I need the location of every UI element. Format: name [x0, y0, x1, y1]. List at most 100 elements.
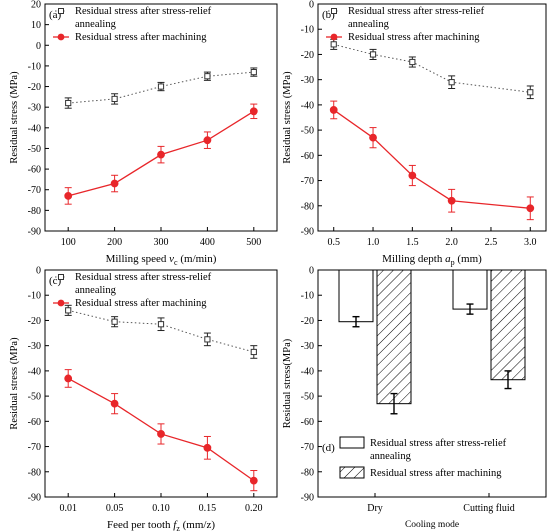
legend-entry-label: Residual stress after machining — [348, 32, 480, 43]
x-label-text: Milling speed — [106, 253, 170, 265]
y-tick-label: -10 — [301, 25, 314, 36]
data-point — [64, 192, 73, 200]
data-point — [527, 89, 534, 96]
plot-frame — [317, 3, 547, 232]
y-tick-label: -20 — [28, 82, 41, 93]
x-label-unit: (mm) — [455, 253, 483, 265]
y-tick-label: -40 — [301, 366, 314, 377]
x-tick-label: Cutting fluid — [463, 503, 514, 514]
y-tick-label: -60 — [28, 417, 41, 428]
y-tick-label: -80 — [28, 206, 41, 217]
x-axis-label: Milling speed vc (m/min) — [106, 253, 217, 267]
data-point — [409, 58, 416, 66]
series-line — [333, 109, 531, 209]
x-tick-label: 200 — [107, 237, 122, 248]
data-point — [369, 51, 377, 58]
series-annealing — [64, 67, 258, 109]
data-point — [64, 374, 73, 383]
bar-annealing — [452, 269, 488, 310]
x-label-symbol: a — [445, 253, 451, 265]
x-label-subscript: c — [174, 258, 178, 267]
bar-machining — [490, 269, 526, 381]
y-tick-label: -80 — [28, 467, 41, 478]
legend-entry-label: Residual stress after machining — [370, 468, 502, 479]
data-point — [249, 107, 258, 116]
legend: Residual stress after stress-relief annea… — [326, 6, 485, 43]
panel-b: 0 -10 -20 -30 -40 -50 -60 -70 -80 -90 0.5 1.0 1.5 2.0… — [282, 0, 547, 267]
x-tick-label: 0.05 — [106, 503, 124, 514]
y-tick-label: -40 — [28, 123, 41, 134]
x-tick-label: 0.20 — [245, 503, 263, 514]
legend-entry-label: Residual stress after machining — [75, 32, 207, 43]
data-point — [204, 73, 211, 80]
legend-entry-label: annealing — [348, 19, 390, 30]
x-label-symbol: f — [173, 519, 178, 531]
x-label-symbol: v — [169, 253, 174, 265]
y-tick-label: -70 — [301, 442, 314, 453]
legend-swatch-marker — [58, 274, 64, 280]
data-point — [157, 150, 165, 159]
y-tick-label: -30 — [28, 103, 41, 114]
y-tick-label: 10 — [31, 20, 41, 31]
y-tick-label: -20 — [301, 50, 314, 61]
y-tick-label: -20 — [28, 316, 41, 327]
y-tick-label: 0 — [309, 0, 314, 11]
x-tick-label: 100 — [61, 237, 76, 248]
y-tick-label: -90 — [301, 493, 314, 504]
data-point — [110, 179, 119, 188]
x-tick-label: 0.5 — [327, 237, 340, 248]
panel-label: (d) — [322, 442, 335, 454]
data-point — [369, 133, 377, 142]
y-axis-label: Residual stress (MPa) — [9, 337, 20, 430]
series-annealing — [330, 38, 534, 100]
y-tick-label: 0 — [36, 266, 41, 277]
panel-d: 0 -10 -20 -30 -40 -50 -60 -70 -80 -90 Dry Cutting f… — [282, 266, 547, 530]
legend-entry-label: Residual stress after machining — [75, 298, 207, 309]
y-axis-label: Residual stress (MPa) — [9, 71, 20, 164]
legend-entry-label: Residual stress after stress-relief — [370, 438, 507, 449]
legend-swatch-marker — [330, 33, 338, 41]
y-tick-label: -90 — [28, 227, 41, 238]
y-tick-label: -20 — [301, 316, 314, 327]
legend: Residual stress after stress-relief annea… — [339, 436, 507, 479]
x-axis-label: Feed per tooth fz (mm/z) — [107, 519, 215, 532]
x-label-text: Milling depth — [382, 253, 445, 265]
x-label-subscript: p — [451, 258, 455, 267]
data-point — [249, 476, 258, 485]
y-tick-label: 20 — [31, 0, 41, 11]
y-tick-label: -50 — [28, 144, 41, 155]
data-point — [329, 106, 338, 114]
y-tick-label: 0 — [309, 266, 314, 277]
legend-swatch-marker — [58, 8, 64, 14]
data-point — [203, 443, 212, 452]
y-tick-label: -30 — [301, 341, 314, 352]
y-tick-label: -70 — [28, 185, 41, 196]
data-point — [526, 204, 535, 213]
panel-c: 0 -10 -20 -30 -40 -50 -60 -70 -80 -90 0.01 0.05 0.10… — [9, 266, 278, 532]
y-tick-label: -90 — [28, 493, 41, 504]
x-label-text: Feed per tooth — [107, 519, 173, 531]
x-tick-label: 400 — [200, 237, 215, 248]
legend-swatch-marker — [57, 299, 65, 307]
x-label-subscript: z — [176, 524, 180, 532]
legend-entry-label: annealing — [75, 19, 117, 30]
series-line — [68, 309, 254, 353]
legend-swatch-marker — [331, 8, 337, 14]
y-tick-label: -90 — [301, 227, 314, 238]
x-axis-label: Milling depth ap (mm) — [382, 253, 482, 267]
data-point — [111, 95, 118, 103]
data-point — [157, 83, 165, 90]
y-tick-label: -30 — [301, 75, 314, 86]
y-tick-label: -60 — [28, 165, 41, 176]
x-tick-label: Dry — [367, 503, 383, 514]
y-tick-label: -40 — [28, 366, 41, 377]
data-point — [110, 399, 119, 408]
legend-swatch-marker — [57, 33, 65, 41]
x-tick-label: 2.5 — [485, 237, 498, 248]
y-tick-label: -60 — [301, 417, 314, 428]
legend: Residual stress after stress-relief annea… — [53, 6, 212, 43]
plot-frame — [317, 269, 547, 498]
bar-annealing — [338, 269, 374, 323]
